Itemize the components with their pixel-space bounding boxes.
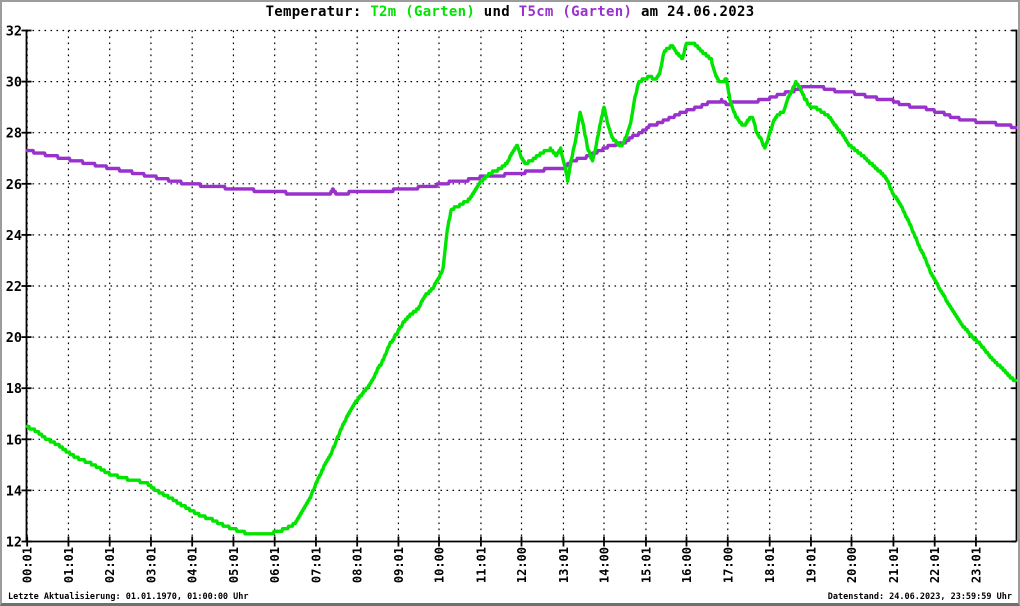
y-tick-label: 16 [6, 432, 22, 448]
y-tick-label: 28 [6, 126, 22, 142]
x-tick-label: 09:01 [392, 547, 406, 583]
y-tick-label: 20 [6, 330, 22, 346]
title-series-t2m: T2m (Garten) [370, 4, 476, 20]
y-tick-label: 24 [6, 228, 22, 244]
x-tick-label: 00:01 [21, 547, 35, 583]
y-tick-label: 26 [6, 177, 22, 193]
x-tick-label: 08:01 [351, 547, 365, 583]
y-tick-label: 14 [6, 483, 22, 499]
x-tick-label: 05:01 [227, 547, 241, 583]
x-tick-label: 15:01 [639, 547, 653, 583]
y-tick-label: 32 [6, 24, 22, 40]
x-tick-label: 16:00 [680, 547, 694, 583]
series-t5cm-path [25, 85, 1018, 196]
temperature-line-chart: 12 14 16 18 20 22 24 26 28 30 32 00:01 01:01 02:01 03:… [6, 24, 1018, 583]
x-tick-label: 20:00 [845, 547, 859, 583]
y-tick-label: 30 [6, 75, 22, 91]
last-update-text: Letzte Aktualisierung: 01.01.1970, 01:00… [8, 592, 249, 602]
title-suffix: am 24.06.2023 [632, 4, 755, 20]
x-tick-label: 14:00 [598, 547, 612, 583]
title-connector: und [475, 4, 519, 20]
x-tick-label: 02:01 [103, 547, 117, 583]
y-tick-label: 12 [6, 535, 22, 551]
x-tick-label: 11:01 [474, 547, 488, 583]
x-tick-label: 23:01 [969, 547, 983, 583]
x-tick-label: 21:01 [887, 547, 901, 583]
y-tick-label: 22 [6, 279, 22, 295]
title-prefix: Temperatur: [265, 4, 371, 20]
x-tick-label: 03:01 [144, 547, 158, 583]
x-tick-label: 12:00 [515, 547, 529, 583]
x-tick-label: 07:01 [309, 547, 323, 583]
x-tick-label: 10:00 [433, 547, 447, 583]
y-tick-labels: 12 14 16 18 20 22 24 26 28 30 32 [6, 24, 22, 551]
data-timestamp-text: Datenstand: 24.06.2023, 23:59:59 Uhr [827, 592, 1012, 602]
chart-title: Temperatur: T2m (Garten) und T5cm (Garte… [0, 4, 1020, 20]
x-tick-label: 13:01 [557, 547, 571, 583]
y-tick-label: 18 [6, 381, 22, 397]
x-tick-label: 04:01 [186, 547, 200, 583]
series-t2m-path [25, 41, 1018, 536]
x-tick-label: 01:01 [62, 547, 76, 583]
x-tick-label: 19:01 [804, 547, 818, 583]
x-tick-label: 06:01 [268, 547, 282, 583]
x-tick-label: 18:01 [763, 547, 777, 583]
title-series-t5cm: T5cm (Garten) [518, 4, 633, 20]
x-tick-label: 22:01 [928, 547, 942, 583]
axis-layer [21, 29, 1018, 547]
x-tick-label: 17:00 [721, 547, 735, 583]
x-tick-labels: 00:01 01:01 02:01 03:01 04:01 05:01 06:01 07:01… [21, 547, 984, 583]
grid-layer [26, 29, 1017, 542]
